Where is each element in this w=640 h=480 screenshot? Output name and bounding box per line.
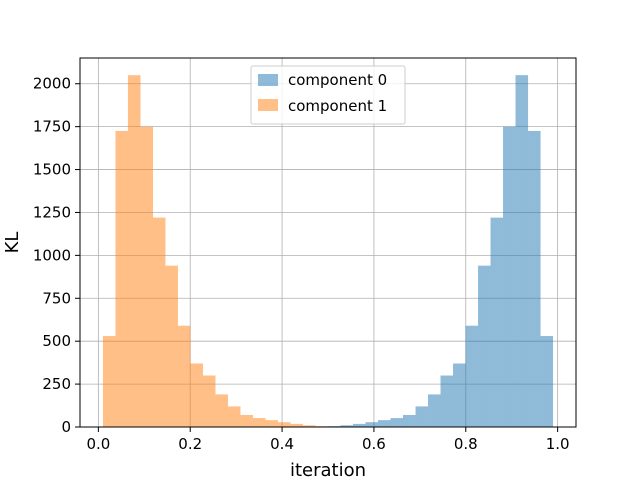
histogram-bar — [402, 414, 416, 427]
histogram-bar — [490, 217, 504, 427]
histogram-bar — [190, 363, 203, 427]
legend-label-component-1: component 1 — [288, 97, 387, 115]
x-tick-label: 0.0 — [86, 435, 110, 453]
legend-swatch-component-1 — [258, 99, 278, 111]
histogram-bar — [265, 420, 278, 427]
legend-box — [250, 65, 406, 125]
histogram-bar — [415, 406, 429, 427]
y-tick-label: 0 — [61, 418, 71, 436]
histogram-bar — [440, 375, 454, 427]
legend: component 0 component 1 — [250, 65, 406, 125]
histogram-bar — [515, 75, 529, 428]
histogram-bar — [390, 418, 403, 427]
x-tick-label: 0.8 — [454, 435, 478, 453]
histogram-bar — [140, 126, 153, 428]
x-tick-label: 0.2 — [178, 435, 202, 453]
histogram-bar — [478, 265, 491, 427]
x-tick-label: 1.0 — [546, 435, 570, 453]
plot-frame — [79, 57, 577, 428]
histogram-bar — [303, 425, 316, 427]
histogram-bars — [102, 75, 554, 428]
histogram-bar — [528, 130, 541, 427]
histogram-bar — [240, 414, 254, 427]
histogram-bar — [215, 394, 228, 427]
histogram-bar — [227, 406, 241, 427]
histogram-bar — [290, 423, 304, 427]
y-tick-label: 500 — [42, 332, 71, 350]
y-tick-label: 2000 — [33, 75, 71, 93]
histogram-bar — [127, 75, 141, 428]
y-axis-ticks: 0 250 500 750 1000 1250 1500 1750 2000 — [33, 75, 80, 436]
histogram-bar — [152, 217, 166, 427]
x-tick-label: 0.6 — [362, 435, 386, 453]
histogram-bar — [202, 375, 216, 427]
histogram-bar — [102, 336, 116, 427]
histogram-bar — [165, 265, 178, 427]
histogram-bar — [378, 420, 391, 427]
y-tick-label: 1750 — [33, 118, 71, 136]
x-axis-ticks: 0.0 0.2 0.4 0.6 0.8 1.0 — [86, 427, 570, 453]
histogram-bar — [503, 126, 516, 428]
histogram-bar — [428, 394, 441, 427]
histogram-bar — [365, 422, 379, 427]
histogram-bar — [465, 325, 479, 427]
legend-swatch-component-0 — [258, 74, 278, 86]
histogram-bar — [177, 325, 191, 427]
series-1-bars — [102, 75, 328, 428]
y-tick-label: 750 — [42, 289, 71, 307]
histogram-bar — [115, 130, 128, 427]
y-tick-label: 1500 — [33, 161, 71, 179]
histogram-bar — [277, 422, 291, 427]
histogram-bar — [352, 423, 366, 427]
histogram-bar — [340, 425, 353, 427]
y-tick-label: 1000 — [33, 246, 71, 264]
histogram-bar — [253, 418, 266, 427]
y-tick-label: 1250 — [33, 203, 71, 221]
y-tick-label: 250 — [42, 375, 71, 393]
x-axis-label: iteration — [290, 460, 366, 480]
y-axis-label: KL — [2, 232, 23, 254]
series-0-bars — [328, 75, 554, 428]
legend-label-component-0: component 0 — [288, 71, 387, 89]
histogram-bar — [453, 363, 466, 427]
x-tick-label: 0.4 — [270, 435, 294, 453]
histogram-bar — [540, 336, 554, 427]
